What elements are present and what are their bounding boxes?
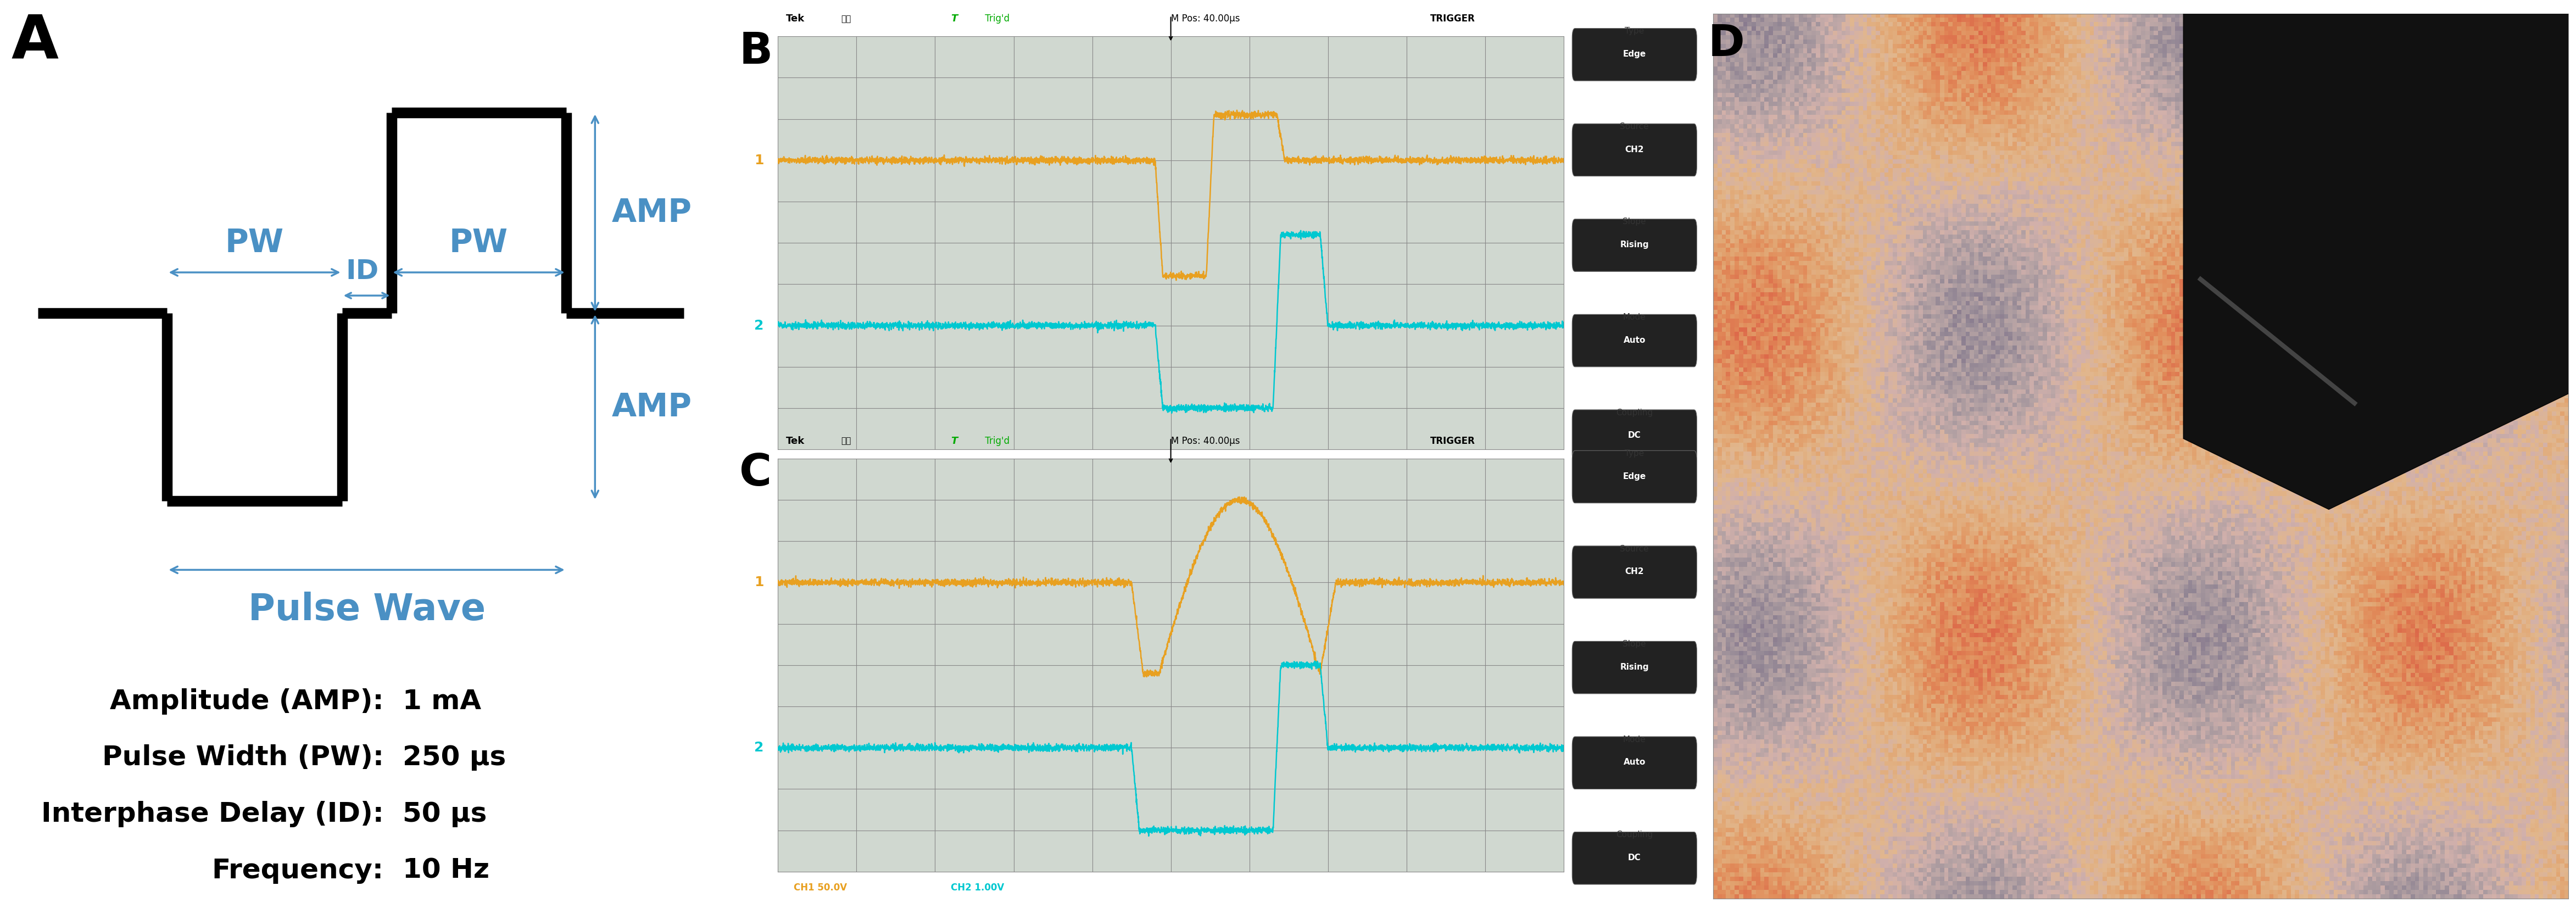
Text: Coupling: Coupling — [1615, 409, 1654, 417]
FancyBboxPatch shape — [1571, 736, 1698, 789]
Text: CH2 1.00V: CH2 1.00V — [951, 883, 1005, 893]
Text: Mode: Mode — [1623, 313, 1646, 321]
Text: CH2: CH2 — [1625, 145, 1643, 153]
Text: TRIGGER: TRIGGER — [1430, 14, 1476, 24]
Text: Interphase Delay (ID):: Interphase Delay (ID): — [41, 801, 384, 827]
Text: D: D — [1708, 23, 1744, 65]
Text: CH1 5.00V: CH1 5.00V — [793, 460, 848, 470]
Text: 2: 2 — [755, 319, 765, 332]
Text: Coupling: Coupling — [1615, 831, 1654, 839]
Text: Edge: Edge — [1623, 50, 1646, 58]
FancyBboxPatch shape — [1571, 219, 1698, 271]
FancyBboxPatch shape — [1571, 832, 1698, 884]
Text: Slope: Slope — [1623, 640, 1646, 648]
Text: DC: DC — [1628, 431, 1641, 439]
Text: CH2: CH2 — [1625, 568, 1643, 576]
Text: 10 Hz: 10 Hz — [402, 857, 489, 883]
Text: Mode: Mode — [1623, 735, 1646, 744]
Text: M Pos: 40.00μs: M Pos: 40.00μs — [1170, 436, 1239, 446]
FancyBboxPatch shape — [1571, 450, 1698, 503]
FancyBboxPatch shape — [1571, 410, 1698, 462]
Text: 2: 2 — [755, 741, 765, 755]
Text: Source: Source — [1620, 123, 1649, 131]
Text: DC: DC — [1628, 854, 1641, 862]
Text: Trig'd: Trig'd — [981, 436, 1010, 446]
Text: ⏶⏷: ⏶⏷ — [840, 437, 850, 445]
Text: Trig'd: Trig'd — [981, 14, 1010, 24]
Text: Source: Source — [1620, 545, 1649, 553]
Text: PW: PW — [224, 227, 283, 259]
Text: Rising: Rising — [1620, 663, 1649, 671]
Text: M Pos: 40.00μs: M Pos: 40.00μs — [1170, 14, 1239, 24]
Text: Pulse Wave: Pulse Wave — [247, 592, 484, 628]
FancyBboxPatch shape — [1571, 123, 1698, 176]
Text: AMP: AMP — [611, 391, 693, 423]
Text: ID: ID — [345, 258, 379, 284]
Text: PW: PW — [448, 227, 507, 259]
Text: T: T — [951, 14, 958, 24]
Text: 1: 1 — [755, 153, 765, 167]
Text: Tek: Tek — [786, 436, 804, 446]
Text: Edge: Edge — [1623, 472, 1646, 480]
FancyBboxPatch shape — [1571, 314, 1698, 367]
Text: Type: Type — [1625, 449, 1643, 458]
Text: Type: Type — [1625, 27, 1643, 35]
Text: 50 μs: 50 μs — [402, 801, 487, 827]
Text: Frequency:: Frequency: — [211, 857, 384, 883]
Text: Tek: Tek — [786, 14, 804, 24]
Text: CH1 50.0V: CH1 50.0V — [793, 883, 848, 893]
Text: AMP: AMP — [611, 197, 693, 229]
Text: Rising: Rising — [1620, 241, 1649, 249]
FancyBboxPatch shape — [1571, 641, 1698, 694]
Text: Auto: Auto — [1623, 336, 1646, 344]
Text: Auto: Auto — [1623, 758, 1646, 766]
Polygon shape — [2184, 0, 2576, 509]
Text: B: B — [739, 30, 773, 73]
Text: Amplitude (AMP):: Amplitude (AMP): — [111, 688, 384, 715]
Text: 1: 1 — [755, 576, 765, 589]
FancyBboxPatch shape — [1571, 546, 1698, 598]
Text: CH2 1.00V: CH2 1.00V — [951, 460, 1005, 470]
Text: Pulse Width (PW):: Pulse Width (PW): — [103, 745, 384, 771]
Text: 1 mA: 1 mA — [402, 688, 482, 715]
Text: C: C — [739, 452, 773, 495]
Text: Slope: Slope — [1623, 218, 1646, 226]
Text: A: A — [10, 13, 59, 72]
Text: T: T — [951, 436, 958, 446]
Text: ⏶⏷: ⏶⏷ — [840, 15, 850, 23]
Text: 250 μs: 250 μs — [402, 745, 505, 771]
Text: TRIGGER: TRIGGER — [1430, 436, 1476, 446]
FancyBboxPatch shape — [1571, 28, 1698, 81]
